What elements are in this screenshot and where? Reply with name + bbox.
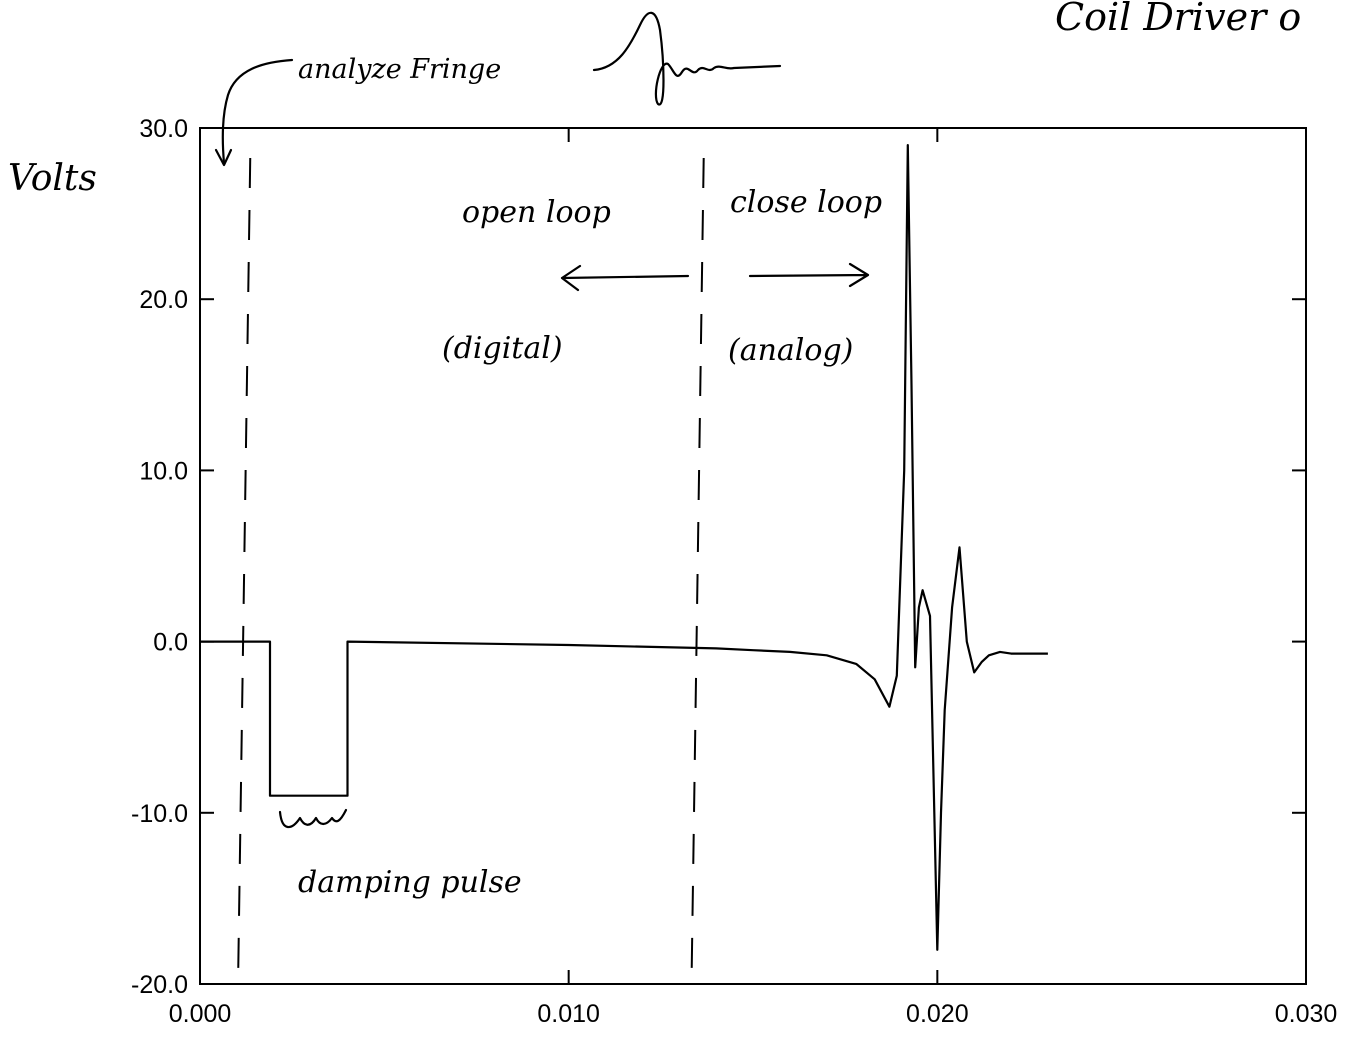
chart-title: Coil Driver o — [1055, 0, 1301, 39]
open-loop-arrow[interactable] — [560, 264, 690, 292]
analyze-arrowhead — [214, 148, 233, 167]
series-layer — [200, 144, 1048, 951]
y-tick-label: 10.0 — [139, 457, 188, 485]
signal-trace — [200, 144, 1048, 951]
x-tick-label: 0.010 — [537, 1000, 600, 1028]
annotation-digital: (digital) — [442, 331, 563, 366]
annotation-open-loop: open loop — [462, 195, 611, 230]
y-tick-label: -20.0 — [131, 971, 188, 999]
y-tick-label: 20.0 — [139, 286, 188, 314]
axes-layer: 30.0 20.0 10.0 0.0 -10.0 -20.00.000 0.010 0.020… — [131, 115, 1337, 1028]
annotation-analog: (analog) — [728, 333, 853, 368]
y-tick-label: 0.0 — [153, 629, 188, 657]
dashed-marker — [237, 157, 252, 971]
annotation-damping-pulse: damping pulse — [298, 865, 522, 900]
plot-frame — [199, 127, 1307, 985]
x-tick-label: 0.000 — [169, 1000, 232, 1028]
damping-squiggle — [278, 808, 348, 829]
fringe-sketch — [592, 11, 782, 106]
markers-layer — [237, 157, 705, 971]
annotation-close-loop: close loop — [730, 185, 882, 220]
analyze-arrow — [221, 58, 294, 165]
annotation-analyze-fringe: analyze Fringe — [298, 54, 501, 85]
x-tick-label: 0.030 — [1275, 1000, 1338, 1028]
x-tick-label: 0.020 — [906, 1000, 969, 1028]
y-tick-label: -10.0 — [131, 800, 188, 828]
y-axis-label: Volts — [8, 158, 97, 199]
dashed-marker — [690, 157, 705, 971]
y-tick-label: 30.0 — [139, 115, 188, 143]
close-loop-arrow[interactable] — [748, 262, 870, 288]
